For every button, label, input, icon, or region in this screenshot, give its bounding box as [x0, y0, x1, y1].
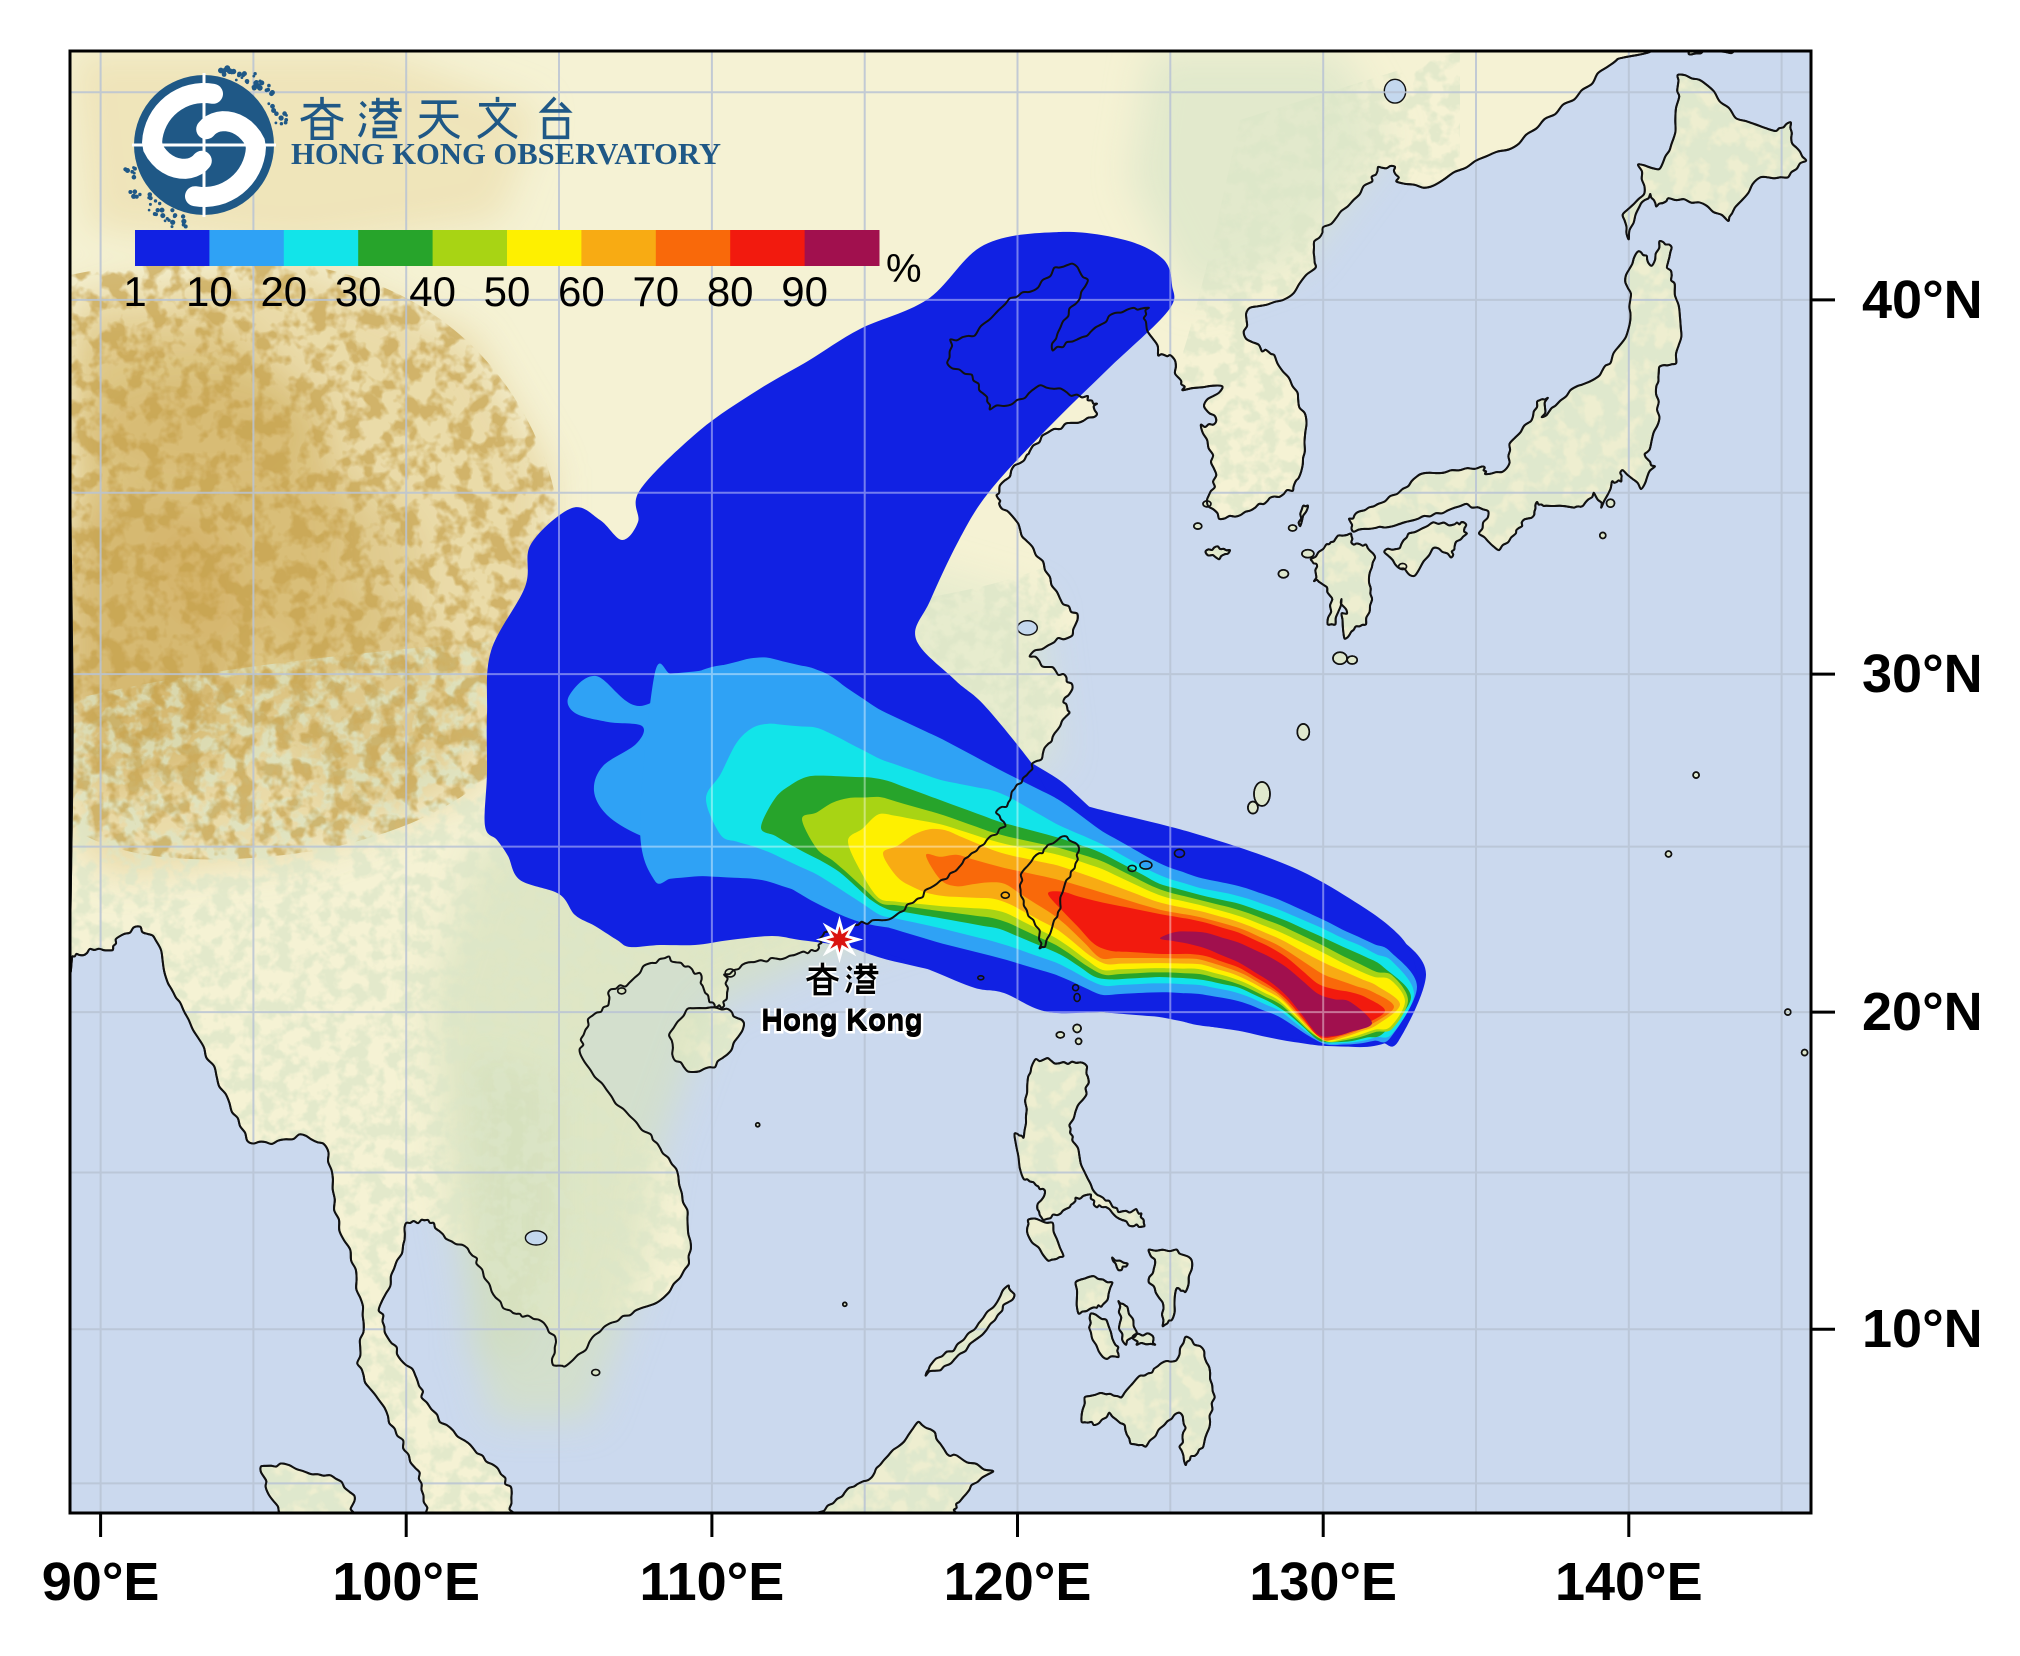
svg-text:70: 70 [632, 268, 679, 315]
svg-text:20°N: 20°N [1862, 982, 1983, 1042]
svg-text:60: 60 [558, 268, 605, 315]
svg-text:100°E: 100°E [332, 1552, 480, 1612]
svg-text:Hong Kong: Hong Kong [761, 1005, 923, 1038]
svg-text:110°E: 110°E [640, 1552, 785, 1612]
svg-text:90: 90 [781, 268, 828, 315]
svg-text:30°N: 30°N [1862, 644, 1983, 704]
svg-text:40: 40 [409, 268, 456, 315]
svg-text:10: 10 [186, 268, 233, 315]
svg-text:%: % [886, 247, 922, 291]
svg-text:90°E: 90°E [42, 1552, 160, 1612]
svg-text:140°E: 140°E [1555, 1552, 1703, 1612]
svg-text:1: 1 [123, 268, 146, 315]
svg-text:10°N: 10°N [1862, 1299, 1983, 1359]
svg-text:130°E: 130°E [1249, 1552, 1397, 1612]
svg-text:Hong Kong: Hong Kong [761, 1003, 923, 1036]
svg-text:80: 80 [707, 268, 754, 315]
svg-text:20: 20 [260, 268, 307, 315]
svg-text:120°E: 120°E [944, 1552, 1092, 1612]
svg-text:HONG KONG OBSERVATORY: HONG KONG OBSERVATORY [291, 136, 721, 171]
svg-text:30: 30 [335, 268, 382, 315]
svg-text:50: 50 [484, 268, 531, 315]
svg-text:40°N: 40°N [1862, 270, 1983, 330]
